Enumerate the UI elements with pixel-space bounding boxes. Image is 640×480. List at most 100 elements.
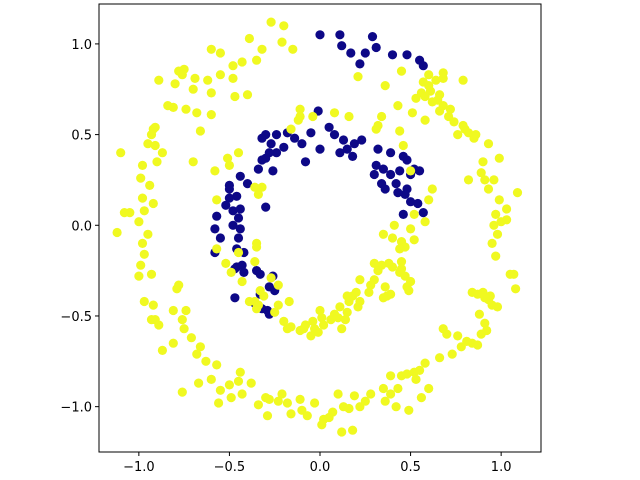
- data-point: [271, 130, 282, 140]
- data-point: [471, 130, 481, 140]
- data-point: [344, 296, 354, 307]
- data-point: [371, 42, 381, 53]
- data-point: [502, 215, 512, 225]
- data-point: [206, 44, 216, 54]
- data-point: [317, 420, 327, 430]
- data-point: [192, 108, 202, 118]
- data-point: [177, 387, 187, 397]
- data-point: [134, 217, 144, 227]
- data-point: [411, 93, 421, 103]
- data-point: [181, 305, 191, 316]
- data-point: [510, 284, 521, 294]
- data-point: [373, 120, 383, 131]
- data-point: [351, 287, 361, 297]
- data-point: [255, 269, 265, 279]
- data-point: [290, 133, 300, 143]
- data-point: [212, 195, 222, 205]
- data-point: [373, 144, 383, 154]
- data-point: [398, 140, 408, 151]
- data-point: [302, 411, 312, 421]
- y-axis-tick-labels: −1.0 −0.5 0.0 0.5 1.0: [60, 38, 92, 416]
- data-point: [266, 273, 276, 283]
- data-point: [188, 84, 198, 94]
- y-tick-label: 0.5: [71, 129, 92, 144]
- data-point: [146, 269, 157, 279]
- data-point: [244, 296, 254, 307]
- data-point: [494, 153, 504, 163]
- data-point: [148, 198, 158, 209]
- data-point: [438, 324, 448, 334]
- data-point: [406, 197, 416, 207]
- data-point: [435, 90, 445, 100]
- data-point: [444, 111, 454, 122]
- data-point: [181, 104, 191, 114]
- data-point: [306, 331, 316, 341]
- data-point: [340, 315, 350, 325]
- data-point: [420, 91, 430, 102]
- data-point: [317, 313, 327, 323]
- data-point: [242, 179, 253, 189]
- data-point: [194, 378, 204, 388]
- data-point: [396, 66, 407, 76]
- data-point: [369, 258, 379, 268]
- data-point: [139, 296, 149, 307]
- data-point: [297, 139, 307, 149]
- data-point: [286, 124, 296, 134]
- data-point: [177, 315, 187, 325]
- data-point: [255, 286, 265, 296]
- data-point: [391, 179, 401, 189]
- data-point: [384, 258, 394, 268]
- data-point: [420, 115, 430, 125]
- data-point: [308, 316, 318, 326]
- data-point: [237, 389, 247, 399]
- data-point: [349, 391, 359, 401]
- data-point: [270, 307, 280, 317]
- data-point: [483, 184, 494, 194]
- data-point: [462, 336, 472, 346]
- data-point: [458, 120, 468, 131]
- data-point: [273, 300, 283, 310]
- x-tick-label: 0.5: [400, 460, 421, 475]
- data-point: [233, 148, 244, 158]
- data-point: [288, 44, 298, 54]
- data-point: [137, 193, 148, 203]
- data-point: [224, 160, 234, 170]
- data-point: [427, 184, 437, 194]
- data-point: [393, 188, 403, 198]
- data-point: [355, 275, 365, 285]
- data-point: [491, 209, 501, 219]
- data-point: [195, 342, 205, 352]
- data-point: [335, 30, 345, 40]
- data-point: [271, 148, 282, 158]
- data-point: [233, 213, 244, 223]
- data-point: [463, 175, 474, 185]
- data-point: [154, 75, 164, 85]
- data-point: [398, 209, 408, 219]
- data-point: [409, 235, 419, 245]
- data-point: [435, 106, 445, 116]
- data-point: [424, 383, 434, 394]
- data-point: [239, 267, 249, 277]
- data-point: [418, 77, 428, 87]
- data-point: [195, 126, 205, 136]
- data-point: [145, 180, 155, 190]
- data-point: [143, 139, 153, 149]
- data-point: [179, 324, 189, 334]
- data-point: [264, 394, 274, 404]
- data-point: [170, 79, 180, 89]
- data-point: [250, 257, 260, 267]
- data-point: [282, 398, 292, 408]
- data-point: [335, 302, 345, 312]
- data-point: [268, 166, 278, 176]
- data-point: [237, 276, 247, 287]
- data-point: [235, 171, 245, 181]
- data-point: [371, 160, 381, 170]
- data-point: [386, 169, 396, 180]
- data-point: [315, 144, 325, 154]
- data-point: [411, 374, 421, 384]
- data-point: [337, 427, 347, 437]
- data-point: [293, 115, 303, 125]
- data-point: [360, 396, 370, 406]
- x-tick-label: −1.0: [123, 460, 155, 475]
- data-point: [192, 349, 202, 359]
